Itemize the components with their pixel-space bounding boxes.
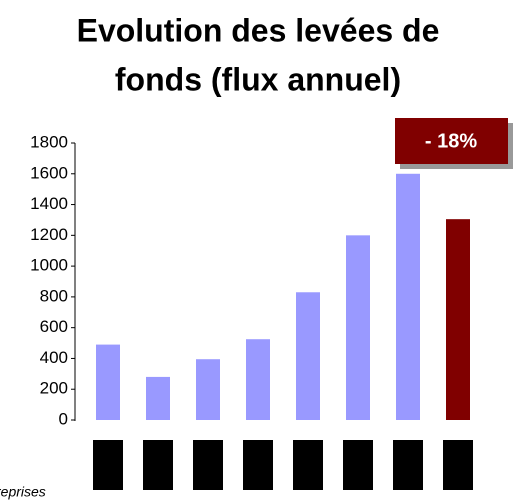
bar	[96, 344, 120, 420]
bar	[246, 339, 270, 420]
redacted-label	[343, 440, 373, 490]
bar	[346, 235, 370, 420]
annotation-box	[395, 118, 508, 164]
bar	[446, 219, 470, 420]
chart-title: fonds (flux annuel)	[115, 61, 401, 97]
y-tick-label: 1600	[30, 163, 68, 182]
y-tick-label: 1400	[30, 194, 68, 213]
bar	[296, 292, 320, 420]
y-tick-label: 0	[59, 409, 68, 428]
redacted-label	[393, 440, 423, 490]
redacted-label	[143, 440, 173, 490]
y-tick-label: 400	[40, 348, 68, 367]
bar	[196, 359, 220, 420]
y-tick-label: 1800	[30, 132, 68, 151]
y-tick-label: 1000	[30, 256, 68, 275]
y-tick-label: 800	[40, 286, 68, 305]
redacted-label	[193, 440, 223, 490]
bar	[146, 376, 170, 420]
note: reprises	[0, 484, 46, 500]
annotation: - 18%	[425, 130, 477, 152]
chart-title: Evolution des levées de	[77, 12, 440, 48]
y-tick-label: 1200	[30, 225, 68, 244]
bar	[396, 173, 420, 420]
y-tick-label: 200	[40, 379, 68, 398]
redacted-label	[293, 440, 323, 490]
redacted-label	[243, 440, 273, 490]
redacted-label	[93, 440, 123, 490]
redacted-label	[443, 440, 473, 490]
y-tick-label: 600	[40, 317, 68, 336]
